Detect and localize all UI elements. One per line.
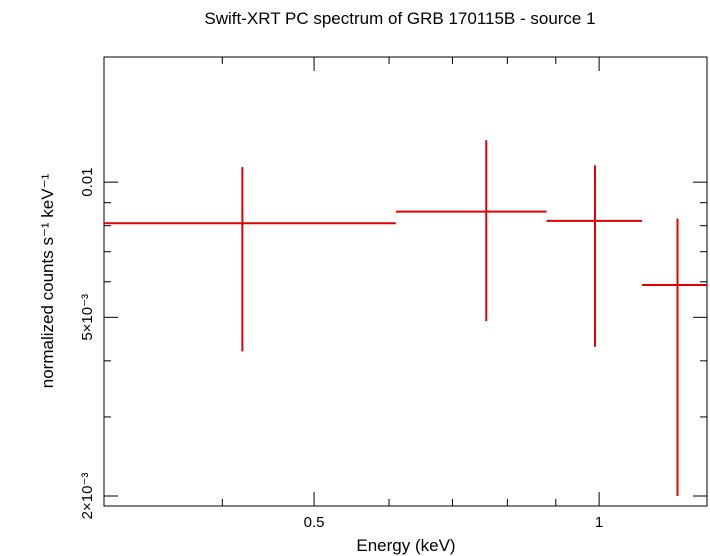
y-axis-label: normalized counts s⁻¹ keV⁻¹ (38, 173, 57, 388)
x-tick-labels: 0.5 1 (304, 514, 604, 531)
y-tick-label: 2×10⁻³ (79, 473, 96, 520)
x-axis-label: Energy (keV) (356, 536, 455, 555)
plot-frame (103, 56, 708, 507)
data-point (642, 218, 707, 496)
chart-title: Swift-XRT PC spectrum of GRB 170115B - s… (204, 9, 595, 28)
x-tick-label: 0.5 (304, 514, 325, 531)
data-point (546, 165, 643, 347)
y-tick-labels: 2×10⁻³ 5×10⁻³ 0.01 (79, 168, 96, 520)
y-tick-label: 0.01 (79, 168, 96, 197)
data-point (395, 140, 547, 322)
data-point (104, 167, 396, 352)
axis-ticks (103, 57, 707, 506)
data-points (104, 140, 707, 496)
x-tick-label: 1 (595, 514, 603, 531)
y-tick-label: 5×10⁻³ (79, 294, 96, 341)
